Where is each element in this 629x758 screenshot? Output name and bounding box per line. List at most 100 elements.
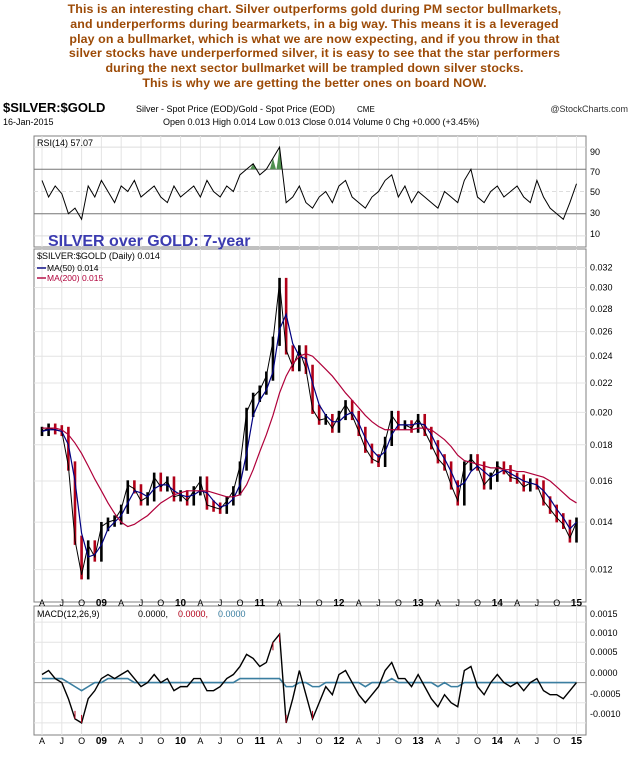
price-legend-label: $SILVER:$GOLD (Daily) 0.014	[37, 251, 160, 261]
price-tick: 0.012	[590, 565, 613, 575]
x-tick-label: J	[455, 736, 460, 746]
macd-panel	[33, 605, 587, 736]
macd-tick: 0.0010	[590, 628, 618, 638]
rsi-tick: 10	[590, 229, 600, 239]
price-tick: 0.016	[590, 476, 613, 486]
x-tick-label: O	[236, 736, 243, 746]
x-tick-label: O	[395, 736, 402, 746]
x-tick-label: 09	[96, 598, 108, 609]
x-tick-label: 14	[492, 598, 504, 609]
x-tick-label: J	[60, 598, 65, 608]
macd-tick: -0.0005	[590, 689, 621, 699]
rsi-axis: 90 70 50 30 10	[590, 147, 600, 239]
x-tick-label: J	[376, 598, 381, 608]
x-tick-label: O	[78, 598, 85, 608]
x-tick-label: O	[236, 598, 243, 608]
x-tick-label: A	[197, 736, 203, 746]
x-tick-label: 12	[333, 736, 345, 747]
price-tick: 0.026	[590, 327, 613, 337]
x-tick-label: J	[455, 598, 460, 608]
x-tick-label: A	[118, 598, 124, 608]
x-tick-label: A	[514, 736, 520, 746]
rsi-line	[41, 145, 577, 221]
x-tick-label: O	[474, 736, 481, 746]
x-tick-label: O	[157, 736, 164, 746]
price-line	[41, 282, 577, 575]
x-tick-label: O	[474, 598, 481, 608]
chart-description: Silver - Spot Price (EOD)/Gold - Spot Pr…	[136, 104, 335, 114]
annotation-line: silver stocks have underperformed silver…	[68, 46, 561, 61]
chart-series	[40, 145, 578, 724]
grid-lines	[34, 136, 586, 735]
x-axis: A A J J O O 09 09 A A J J O O 10 10 A A J J O O 11 11 A A J J O O 12 12…	[39, 598, 583, 747]
price-tick: 0.030	[590, 283, 613, 293]
x-tick-label: J	[60, 736, 65, 746]
rsi-tick: 90	[590, 147, 600, 157]
annotation-line: and underperforms during bearmarkets, in…	[70, 16, 559, 31]
rsi-tick: 50	[590, 187, 600, 197]
price-axis: 0.032 0.030 0.028 0.026 0.024 0.022 0.020 0.018…	[590, 263, 613, 575]
x-tick-label: J	[376, 736, 381, 746]
x-tick-label: 13	[413, 598, 425, 609]
price-tick: 0.024	[590, 351, 613, 361]
price-panel	[33, 248, 587, 603]
macd-tick: 0.0000	[590, 668, 618, 678]
annotation-line: during the next sector bullmarket will b…	[105, 61, 524, 76]
macd-tick: -0.0010	[590, 709, 621, 719]
stockcharts-copyright: @StockCharts.com	[550, 104, 628, 114]
x-tick-label: A	[118, 736, 124, 746]
macd-line	[41, 632, 578, 724]
chart-exchange: CME	[357, 105, 375, 114]
x-tick-label: O	[316, 736, 323, 746]
x-tick-label: A	[435, 736, 441, 746]
x-tick-label: O	[78, 736, 85, 746]
x-tick-label: J	[139, 736, 144, 746]
x-tick-label: A	[39, 736, 45, 746]
chart-date: 16-Jan-2015	[3, 117, 54, 127]
x-tick-label: A	[435, 598, 441, 608]
annotation-line: This is why we are getting the better on…	[142, 75, 487, 90]
ma200-line	[42, 353, 577, 528]
macd-signal-value: 0.0000,	[178, 609, 208, 619]
price-tick: 0.028	[590, 304, 613, 314]
x-tick-label: 12	[333, 598, 345, 609]
x-tick-label: 11	[254, 736, 265, 747]
annotation-text: This is an interesting chart. Silver out…	[2, 2, 627, 92]
macd-axis: 0.0015 0.0010 0.0005 0.0000 -0.0005 -0.0…	[590, 609, 621, 719]
x-tick-label: A	[277, 736, 283, 746]
x-tick-label: O	[553, 598, 560, 608]
stock-chart: $SILVER:$GOLD Silver - Spot Price (EOD)/…	[3, 100, 628, 747]
x-tick-label: J	[535, 736, 540, 746]
price-tick: 0.018	[590, 440, 613, 450]
x-tick-label: J	[139, 598, 144, 608]
price-tick: 0.014	[590, 517, 613, 527]
rsi-tick: 30	[590, 208, 600, 218]
x-tick-label: O	[157, 598, 164, 608]
ma50-line	[41, 312, 577, 558]
macd-tick: 0.0005	[590, 647, 618, 657]
macd-tick: 0.0015	[590, 609, 618, 619]
annotation-line: play on a bullmarket, which is what we a…	[69, 31, 560, 46]
x-tick-label: A	[514, 598, 520, 608]
price-tick: 0.022	[590, 378, 613, 388]
x-tick-label: 10	[175, 598, 187, 609]
x-tick-label: A	[277, 598, 283, 608]
x-tick-label: A	[39, 598, 45, 608]
x-tick-label: O	[316, 598, 323, 608]
annotation-line: This is an interesting chart. Silver out…	[67, 2, 562, 16]
macd-label: MACD(12,26,9)	[37, 609, 100, 619]
macd-value: 0.0000,	[138, 609, 168, 619]
macd-histogram-value: 0.0000	[218, 609, 246, 619]
chart-quote: Open 0.013 High 0.014 Low 0.013 Close 0.…	[163, 117, 479, 127]
rsi-overbought-fill	[250, 163, 257, 170]
chart-symbol: $SILVER:$GOLD	[3, 100, 105, 115]
x-tick-label: 10	[175, 736, 187, 747]
x-tick-label: O	[395, 598, 402, 608]
x-tick-label: 11	[254, 598, 265, 609]
rsi-tick: 70	[590, 167, 600, 177]
x-tick-label: 09	[96, 736, 108, 747]
x-tick-label: J	[535, 598, 540, 608]
x-tick-label: 15	[571, 736, 583, 747]
x-tick-label: J	[218, 736, 223, 746]
x-tick-label: 13	[413, 736, 425, 747]
